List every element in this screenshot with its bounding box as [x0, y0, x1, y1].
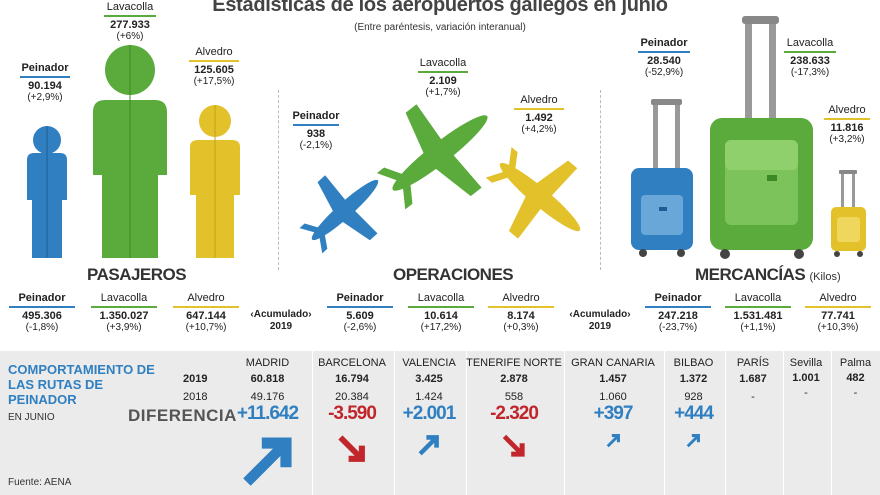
- accumulated-right-label: ‹Acumulado› 2019: [569, 309, 631, 332]
- route-value-2019: 1.687: [739, 373, 767, 385]
- arrow-down-right-icon: [502, 434, 525, 457]
- route-name: TENERIFE NORTE: [466, 357, 562, 369]
- route-difference: +444: [674, 403, 714, 424]
- year-2018-label: 2018: [183, 391, 208, 403]
- route-value-2018: 928: [684, 391, 703, 403]
- mercancias-alvedro-label: Alvedro 11.816 (+3,2%): [818, 100, 876, 145]
- route-value-2019: 3.425: [415, 373, 443, 385]
- acum-operaciones-peinador: Peinador 5.609 (-2,6%): [322, 288, 398, 333]
- passenger-figures: [27, 45, 240, 258]
- route-column-divider: [725, 351, 726, 495]
- peinador-suitcase-icon: [631, 99, 693, 257]
- route-value-2019: 2.878: [500, 373, 528, 385]
- pasajeros-lavacolla-label: Lavacolla 277.933 (+6%): [98, 0, 162, 42]
- alvedro-suitcase-icon: [831, 170, 866, 257]
- route-difference: -2.320: [490, 403, 539, 424]
- route-name: BILBAO: [673, 357, 714, 369]
- pasajeros-alvedro-label: Alvedro 125.605 (+17,5%): [182, 42, 246, 87]
- peinador-person-icon: [27, 126, 67, 258]
- arrow-down-right-icon: [338, 435, 365, 462]
- mercancias-lavacolla-label: Lavacolla 238.633 (-17,3%): [778, 33, 842, 78]
- page-subtitle: (Entre paréntesis, variación interanual): [354, 22, 526, 33]
- acum-mercancias-peinador: Peinador 247.218 (-23,7%): [640, 288, 716, 333]
- lavacolla-suitcase-icon: [710, 16, 813, 259]
- accumulated-left-label: ‹Acumulado› 2019: [250, 309, 312, 332]
- divider: [600, 90, 601, 270]
- route-value-2018: -: [853, 387, 858, 399]
- route-column-divider: [564, 351, 565, 495]
- arrow-up-right-icon: [242, 437, 292, 486]
- year-2019-label: 2019: [183, 373, 208, 385]
- route-value-2019: 1.372: [679, 373, 708, 385]
- route-difference: +2.001: [402, 403, 457, 424]
- operaciones-lavacolla-label: Lavacolla 2.109 (+1,7%): [418, 57, 468, 98]
- route-value-2018: 49.176: [250, 391, 285, 403]
- arrow-up-right-icon: [606, 434, 620, 448]
- mercancias-peinador-label: Peinador 28.540 (-52,9%): [632, 33, 696, 78]
- acum-pasajeros-peinador: Peinador 495.306 (-1,8%): [5, 288, 79, 333]
- route-column-divider: [831, 351, 832, 495]
- route-value-2019: 1.001: [792, 372, 820, 384]
- mercancias-title: MERCANCÍAS (Kilos): [695, 265, 841, 284]
- cargo-suitcases: [631, 16, 866, 259]
- acum-operaciones-lavacolla: Lavacolla 10.614 (+17,2%): [403, 288, 479, 333]
- route-name: PARÍS: [736, 357, 770, 369]
- acum-pasajeros-lavacolla: Lavacolla 1.350.027 (+3,9%): [86, 288, 162, 333]
- page-title: Estadísticas de los aeropuertos gallegos…: [212, 0, 668, 16]
- route-value-2019: 60.818: [250, 373, 285, 385]
- route-difference: +11.642: [236, 403, 299, 424]
- arrow-up-right-icon: [418, 435, 439, 456]
- operaciones-title: OPERACIONES: [393, 265, 514, 284]
- route-difference: +397: [593, 403, 634, 424]
- lavacolla-person-icon: [93, 45, 167, 258]
- route-value-2018: 1.424: [415, 391, 443, 403]
- route-value-2018: 558: [504, 391, 524, 403]
- diferencia-label: DIFERENCIA: [128, 406, 237, 425]
- route-name: VALENCIA: [402, 357, 456, 369]
- source-note: Fuente: AENA: [8, 477, 72, 488]
- route-value-2018: 20.384: [335, 391, 369, 403]
- route-column-divider: [783, 351, 784, 495]
- route-name: Palma: [839, 357, 872, 369]
- route-value-2019: 482: [846, 372, 865, 384]
- operaciones-peinador-label: Peinador 938 (-2,1%): [292, 110, 340, 151]
- operaciones-alvedro-label: Alvedro 1.492 (+4,2%): [508, 90, 570, 135]
- arrow-up-right-icon: [686, 434, 700, 448]
- pasajeros-title: PASAJEROS: [87, 265, 187, 284]
- peinador-plane-icon: [290, 151, 405, 265]
- routes-subheading: EN JUNIO: [8, 412, 55, 423]
- route-name: BARCELONA: [318, 357, 386, 369]
- alvedro-person-icon: [190, 105, 240, 258]
- route-name: GRAN CANARIA: [571, 357, 655, 369]
- route-value-2018: -: [751, 391, 755, 403]
- acum-mercancias-alvedro: Alvedro 77.741 (+10,3%): [800, 288, 876, 333]
- pasajeros-peinador-label: Peinador 90.194 (+2,9%): [20, 62, 70, 103]
- routes-heading: COMPORTAMIENTO DE LAS RUTAS DE PEINADOR: [8, 362, 155, 407]
- acum-mercancias-lavacolla: Lavacolla 1.531.481 (+1,1%): [720, 288, 796, 333]
- route-name: Sevilla: [789, 357, 823, 369]
- route-value-2019: 1.457: [599, 373, 627, 385]
- alvedro-plane-icon: [469, 127, 600, 265]
- lavacolla-plane-icon: [358, 85, 520, 233]
- route-value-2019: 16.794: [335, 373, 369, 385]
- route-value-2018: -: [804, 387, 808, 399]
- route-difference: -3.590: [328, 403, 377, 424]
- acum-pasajeros-alvedro: Alvedro 647.144 (+10,7%): [168, 288, 244, 333]
- routes-panel: [0, 351, 880, 495]
- divider: [278, 90, 279, 270]
- route-name: MADRID: [245, 357, 290, 369]
- route-column-divider: [664, 351, 665, 495]
- route-value-2018: 1.060: [599, 391, 627, 403]
- route-column-divider: [312, 351, 313, 495]
- mercancias-unit: (Kilos): [809, 271, 841, 283]
- acum-operaciones-alvedro: Alvedro 8.174 (+0,3%): [483, 288, 559, 333]
- route-column-divider: [466, 351, 467, 495]
- route-column-divider: [394, 351, 395, 495]
